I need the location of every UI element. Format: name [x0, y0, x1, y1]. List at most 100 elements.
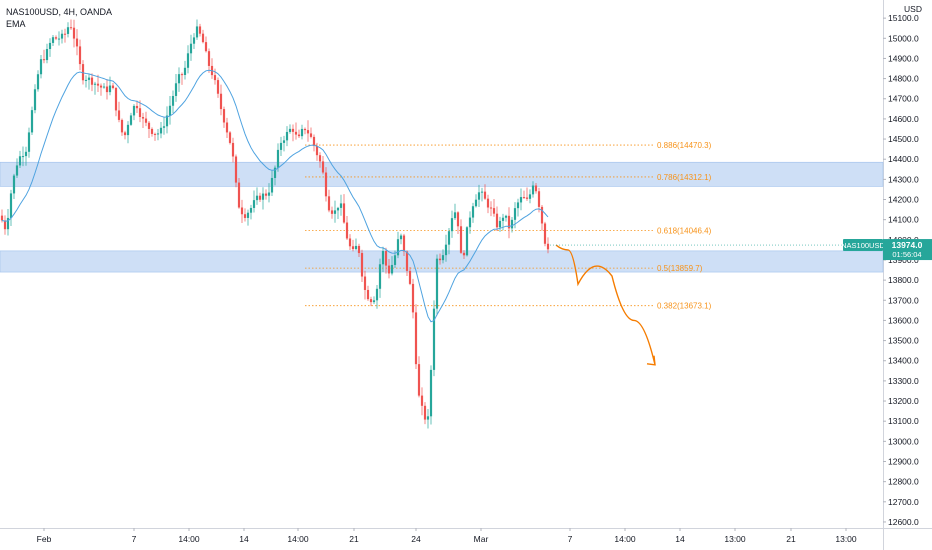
candle-body — [30, 110, 34, 133]
time-tick-label: Mar — [474, 534, 489, 544]
candle-body — [408, 270, 412, 284]
candle-body — [537, 191, 541, 207]
price-tick-label: 14900.0 — [888, 53, 919, 63]
candle-body — [156, 133, 160, 135]
supply-demand-zone — [0, 161, 884, 187]
candle-body — [366, 289, 370, 300]
candle-body — [87, 77, 91, 80]
candle-body — [102, 86, 106, 88]
candle-body — [201, 33, 205, 43]
candle-body — [39, 59, 43, 75]
candle-body — [12, 175, 16, 194]
price-tick-label: 12900.0 — [888, 456, 919, 466]
candle-body — [45, 49, 49, 61]
candle-body — [384, 251, 388, 266]
candle-body — [444, 244, 448, 256]
candle-body — [96, 83, 100, 86]
price-tick-label: 13000.0 — [888, 436, 919, 446]
candle-body — [360, 253, 364, 277]
candle-body — [522, 197, 526, 199]
candle-body — [312, 136, 316, 147]
candle-body — [15, 165, 19, 176]
candle-body — [495, 213, 499, 228]
symbol-tag-box — [843, 239, 883, 252]
candle-body — [276, 149, 280, 168]
candle-body — [300, 128, 304, 137]
candle-body — [432, 308, 436, 370]
price-tick-label: 14100.0 — [888, 215, 919, 225]
candle-body — [372, 300, 376, 303]
candle-body — [294, 131, 298, 135]
candle-body — [489, 207, 493, 209]
price-tick-label: 13700.0 — [888, 295, 919, 305]
price-tick-label: 14500.0 — [888, 134, 919, 144]
candle-body — [393, 255, 397, 265]
candle-body — [132, 105, 136, 116]
time-tick-label: Feb — [37, 534, 52, 544]
candle-body — [126, 124, 130, 136]
candle-body — [309, 133, 313, 137]
price-tick-label: 13100.0 — [888, 416, 919, 426]
candle-body — [435, 258, 439, 309]
candle-body — [0, 215, 4, 221]
candle-body — [447, 231, 451, 245]
candle-body — [141, 116, 145, 119]
candle-body — [147, 122, 151, 129]
candle-body — [426, 416, 430, 420]
candle-body — [36, 74, 40, 90]
candle-body — [519, 197, 523, 203]
candle-body — [111, 85, 115, 89]
candle-body — [234, 156, 238, 183]
candle-body — [165, 115, 169, 127]
candle-body — [354, 245, 358, 250]
candle-body — [345, 222, 349, 239]
candle-body — [516, 202, 520, 209]
candle-body — [540, 206, 544, 224]
candle-body — [534, 185, 538, 192]
candle-body — [237, 182, 241, 208]
candle-body — [255, 195, 259, 201]
candle-body — [507, 215, 511, 229]
candle-body — [33, 89, 37, 111]
candle-body — [357, 245, 361, 254]
candle-body — [279, 142, 283, 150]
candle-body — [75, 38, 79, 47]
candle-body — [6, 217, 10, 230]
candle-body — [48, 42, 52, 50]
candle-body — [171, 95, 175, 106]
candle-body — [168, 105, 172, 116]
candle-body — [363, 276, 367, 290]
candle-body — [291, 128, 295, 132]
candle-body — [423, 405, 427, 420]
candle-body — [198, 26, 202, 34]
candle-body — [498, 220, 502, 228]
candle-body — [264, 193, 268, 196]
candle-body — [213, 75, 217, 81]
candle-body — [273, 167, 277, 178]
candle-body — [120, 119, 124, 133]
candle-body — [186, 53, 190, 68]
price-tick-label: 13400.0 — [888, 356, 919, 366]
time-tick-label: 14:00 — [178, 534, 200, 544]
indicator-label[interactable]: EMA — [6, 19, 26, 29]
price-tick-label: 13300.0 — [888, 376, 919, 386]
candle-body — [27, 132, 31, 152]
candle-body — [225, 122, 229, 133]
candle-body — [474, 199, 478, 207]
price-tick-label: 14400.0 — [888, 154, 919, 164]
time-tick-label: 14 — [239, 534, 249, 544]
candle-body — [546, 243, 550, 250]
candle-body — [492, 208, 496, 214]
candle-body — [252, 200, 256, 208]
time-tick-label: 21 — [786, 534, 796, 544]
candle-body — [285, 131, 289, 141]
candle-body — [450, 218, 454, 232]
price-tick-label: 13500.0 — [888, 336, 919, 346]
candle-body — [480, 191, 484, 193]
candle-body — [324, 172, 328, 197]
candle-body — [486, 198, 490, 208]
candle-body — [105, 86, 109, 93]
